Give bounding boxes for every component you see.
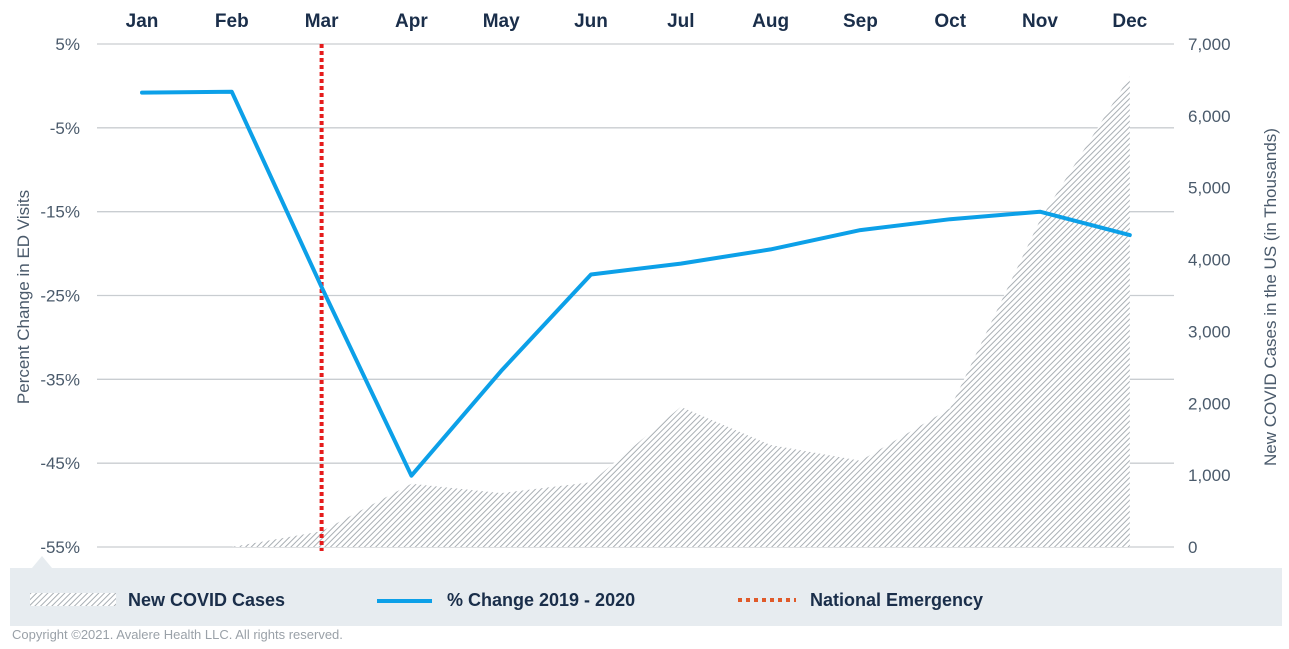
x-tick-label: Jul <box>667 11 694 32</box>
left-y-axis: 5% -5% -15% -25% -35% -45% -55% <box>40 35 80 557</box>
legend-label-new-covid-cases: New COVID Cases <box>128 590 286 610</box>
left-tick-label: -15% <box>40 203 80 222</box>
x-tick-label: Jun <box>574 11 608 32</box>
area-series-layer <box>32 76 1130 568</box>
legend-label-pct-change: % Change 2019 - 2020 <box>447 590 636 610</box>
left-tick-label: -5% <box>50 119 80 138</box>
right-tick-label: 7,000 <box>1188 35 1231 54</box>
x-tick-label: May <box>483 11 520 32</box>
x-tick-label: Sep <box>843 11 878 32</box>
right-tick-label: 4,000 <box>1188 251 1231 270</box>
x-tick-label: Apr <box>395 11 428 32</box>
left-tick-label: -55% <box>40 538 80 557</box>
left-tick-label: -45% <box>40 454 80 473</box>
right-tick-label: 1,000 <box>1188 466 1231 485</box>
x-tick-label: Dec <box>1112 11 1147 32</box>
left-axis-title: Percent Change in ED Visits <box>14 190 33 404</box>
right-tick-label: 2,000 <box>1188 394 1231 413</box>
x-tick-label: Mar <box>305 11 339 32</box>
left-tick-label: 5% <box>55 35 80 54</box>
right-axis-title: New COVID Cases in the US (in Thousands) <box>1261 128 1280 466</box>
copyright-text: Copyright ©2021. Avalere Health LLC. All… <box>12 627 343 642</box>
x-axis: Jan Feb Mar Apr May Jun Jul Aug Sep Oct Nov Dec <box>126 11 1148 32</box>
x-tick-label: Aug <box>752 11 789 32</box>
area-new-covid-cases <box>142 76 1130 548</box>
left-tick-label: -25% <box>40 287 80 306</box>
right-tick-label: 5,000 <box>1188 179 1231 198</box>
x-tick-label: Nov <box>1022 11 1058 32</box>
left-tick-label: -35% <box>40 370 80 389</box>
right-tick-label: 6,000 <box>1188 107 1231 126</box>
legend-swatches <box>30 593 796 606</box>
x-tick-label: Jan <box>126 11 159 32</box>
line-pct-change <box>140 89 1132 478</box>
right-tick-label: 0 <box>1188 538 1197 557</box>
x-tick-label: Feb <box>215 11 249 32</box>
right-tick-label: 3,000 <box>1188 322 1231 341</box>
x-tick-label: Oct <box>934 11 966 32</box>
legend-pointer <box>32 556 52 568</box>
line-series-layer <box>140 89 1132 478</box>
right-y-axis: 7,000 6,000 5,000 4,000 3,000 2,000 1,000 0 <box>1188 35 1231 557</box>
legend: New COVID Cases % Change 2019 - 2020 Nat… <box>10 568 1282 626</box>
legend-swatch-new-covid-cases <box>30 593 116 606</box>
legend-label-national-emergency: National Emergency <box>810 590 984 610</box>
